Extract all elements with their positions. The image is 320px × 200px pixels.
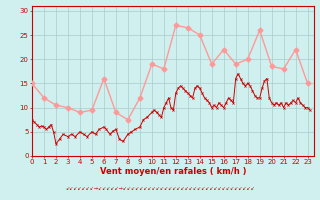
X-axis label: Vent moyen/en rafales ( km/h ): Vent moyen/en rafales ( km/h ) [100, 167, 246, 176]
Text: ↙↙↙↙↙↙↙→↙↙↙↙↙→↙↙↙↙↙↙↙↙↙↙↙↙↙↙↙↙↙↙↙↙↙↙↙↙↙↙↙↙↙↙↙↙: ↙↙↙↙↙↙↙→↙↙↙↙↙→↙↙↙↙↙↙↙↙↙↙↙↙↙↙↙↙↙↙↙↙↙↙↙↙↙↙… [65, 186, 255, 191]
